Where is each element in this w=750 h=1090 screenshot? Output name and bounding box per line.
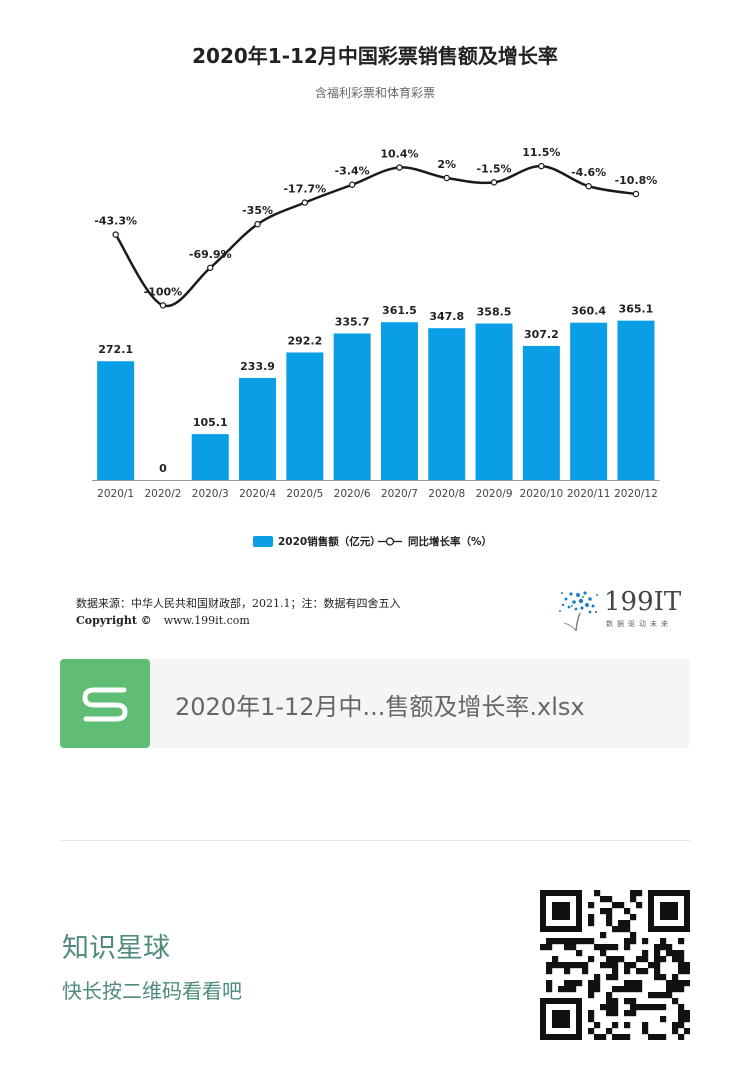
- x-tick-label: 2020/7: [381, 488, 418, 500]
- x-tick-label: 2020/5: [286, 488, 323, 500]
- x-tick-label: 2020/6: [334, 488, 371, 500]
- bar-value-label: 365.1: [619, 303, 654, 316]
- growth-point: [254, 221, 261, 228]
- bar-value-label: 105.1: [193, 416, 228, 429]
- growth-point: [585, 183, 592, 190]
- x-tick-label: 2020/9: [476, 488, 513, 500]
- bar-value-label: 335.7: [335, 315, 370, 328]
- growth-value-label: -17.7%: [283, 183, 326, 196]
- growth-value-label: -43.3%: [94, 215, 137, 228]
- bar: [522, 345, 560, 480]
- x-tick-label: 2020/4: [239, 488, 276, 500]
- copyright-url[interactable]: www.199it.com: [163, 614, 250, 627]
- bar: [570, 322, 608, 480]
- x-tick-label: 2020/8: [428, 488, 465, 500]
- bar-value-label: 361.5: [382, 304, 417, 317]
- logo-tagline: 数据驱动未来: [606, 620, 672, 628]
- legend-bar-swatch: [253, 536, 273, 547]
- growth-point: [443, 174, 450, 182]
- data-source: 数据来源：中华人民共和国财政部，2021.1；注：数据有四舍五入: [76, 597, 401, 610]
- growth-value-label: 2%: [437, 158, 456, 171]
- x-tick-label: 2020/10: [520, 488, 564, 500]
- x-tick-label: 2020/1: [97, 488, 134, 500]
- legend-line-marker: [385, 537, 395, 546]
- bar: [475, 323, 513, 480]
- bar-value-label: 360.4: [571, 305, 606, 318]
- growth-value-label: -3.4%: [335, 165, 370, 178]
- dandelion-icon: [559, 591, 598, 632]
- bar-value-label: 0: [159, 462, 167, 475]
- growth-value-label: -1.5%: [477, 162, 512, 175]
- bar: [380, 322, 418, 480]
- growth-point: [538, 162, 545, 170]
- attachment-card[interactable]: 2020年1-12月中...售额及增长率.xlsx: [60, 659, 690, 748]
- bar: [191, 434, 229, 480]
- bar-value-label: 233.9: [240, 360, 275, 373]
- bar: [239, 377, 277, 480]
- growth-point: [396, 164, 403, 171]
- bar: [286, 352, 324, 480]
- logo-199it: 199IT 数据驱动未来: [552, 585, 692, 633]
- bar-value-label: 347.8: [429, 310, 464, 323]
- chart-subtitle: 含福利彩票和体育彩票: [314, 86, 435, 100]
- divider: [60, 840, 690, 841]
- x-tick-label: 2020/11: [567, 488, 611, 500]
- x-tick-label: 2020/2: [144, 488, 181, 500]
- growth-line: [114, 164, 637, 308]
- growth-point: [348, 181, 356, 188]
- chart-title: 2020年1-12月中国彩票销售额及增长率: [192, 44, 558, 68]
- legend-bar-label: 2020销售额（亿元）: [278, 535, 381, 548]
- growth-value-label: 10.4%: [380, 148, 418, 161]
- bar-value-label: 358.5: [477, 306, 512, 319]
- copyright-label: Copyright ©: [76, 614, 152, 627]
- growth-point: [112, 231, 119, 238]
- file-s-icon: [60, 659, 150, 748]
- growth-point: [490, 179, 498, 186]
- logo-text: 199IT: [604, 587, 682, 617]
- attachment-file-name: 2020年1-12月中...售额及增长率.xlsx: [175, 693, 585, 721]
- bar-value-label: 292.2: [287, 334, 322, 347]
- chart: 272.12020/102020/2105.12020/3233.92020/4…: [92, 146, 660, 548]
- bar: [97, 361, 135, 480]
- bar: [333, 333, 371, 480]
- promo-title: 知识星球: [62, 933, 170, 964]
- x-tick-label: 2020/3: [192, 488, 229, 500]
- x-tick-label: 2020/12: [614, 488, 658, 500]
- growth-value-label: -10.8%: [615, 174, 658, 187]
- growth-point: [301, 199, 309, 206]
- growth-point: [632, 190, 640, 198]
- legend-line-label: 同比增长率（%）: [408, 535, 492, 548]
- bar-value-label: 272.1: [98, 343, 133, 356]
- bar: [428, 328, 466, 480]
- bar: [617, 320, 655, 480]
- growth-value-label: -4.6%: [571, 166, 606, 179]
- qr-code-icon[interactable]: [540, 890, 690, 1040]
- growth-value-label: -100%: [144, 285, 183, 298]
- growth-value-label: 11.5%: [522, 146, 560, 159]
- bar-value-label: 307.2: [524, 328, 559, 341]
- promo-subtitle: 快长按二维码看看吧: [62, 979, 242, 1003]
- copyright: Copyright © www.199it.com: [76, 614, 250, 627]
- growth-value-label: -69.9%: [189, 248, 232, 261]
- growth-value-label: -35%: [242, 204, 273, 217]
- growth-point: [159, 302, 167, 309]
- growth-point: [207, 264, 214, 271]
